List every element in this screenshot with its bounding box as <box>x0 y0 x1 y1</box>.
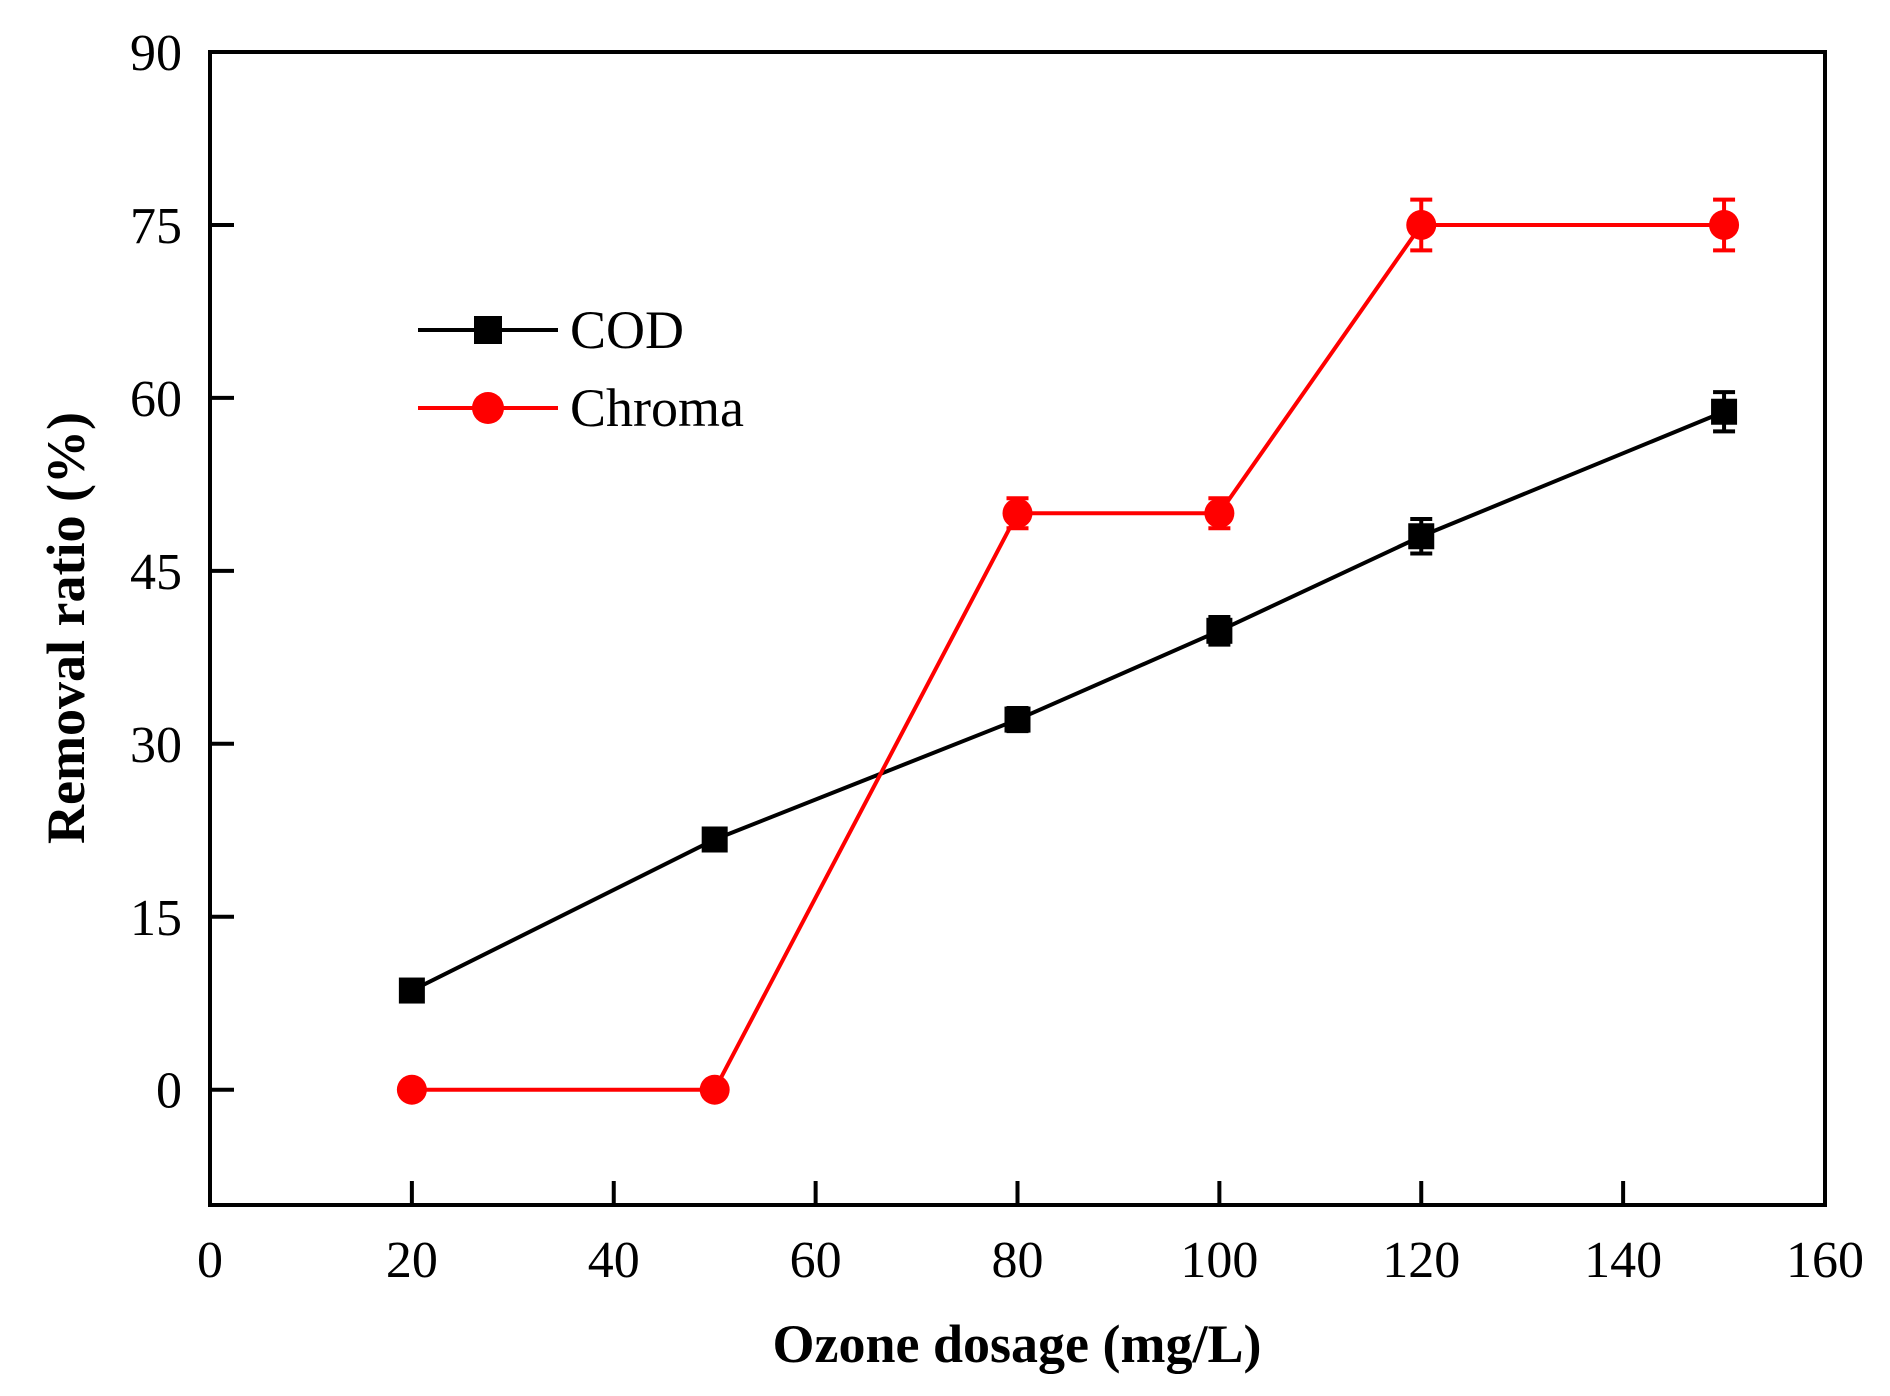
series-layer <box>396 197 1740 1105</box>
data-point-cod <box>1004 706 1031 733</box>
series-line-chroma <box>411 222 1725 1092</box>
data-point-chroma <box>396 1074 427 1105</box>
x-tick-label: 60 <box>790 1232 842 1289</box>
y-axis-ticks: 0 15 30 45 60 75 90 <box>130 25 234 1120</box>
data-point-chroma <box>1002 498 1033 529</box>
legend: COD Chroma <box>418 300 744 438</box>
x-tick-label: 80 <box>992 1232 1044 1289</box>
data-point-cod <box>398 977 425 1004</box>
data-point-chroma <box>1204 498 1235 529</box>
data-point-cod <box>1206 617 1233 644</box>
y-tick-label: 60 <box>130 371 182 428</box>
y-tick-label: 90 <box>130 25 182 82</box>
data-point-cod <box>701 826 728 853</box>
x-tick-label: 0 <box>197 1232 223 1289</box>
y-tick-label: 0 <box>156 1063 182 1120</box>
data-point-cod <box>1711 398 1738 425</box>
legend-marker-chroma <box>472 392 504 424</box>
legend-label-cod: COD <box>570 300 684 360</box>
y-tick-label: 30 <box>130 717 182 774</box>
legend-entry-cod: COD <box>418 300 684 360</box>
x-axis-title: Ozone dosage (mg/L) <box>773 1314 1262 1374</box>
series-cod <box>398 390 1738 1004</box>
x-tick-label: 40 <box>588 1232 640 1289</box>
y-tick-label: 15 <box>130 890 182 947</box>
data-point-cod <box>1408 523 1435 550</box>
x-tick-label: 100 <box>1180 1232 1258 1289</box>
x-tick-label: 20 <box>386 1232 438 1289</box>
series-chroma <box>396 197 1740 1105</box>
y-tick-label: 45 <box>130 544 182 601</box>
y-tick-label: 75 <box>130 198 182 255</box>
legend-marker-cod <box>474 316 502 344</box>
series-line-cod <box>410 409 1725 993</box>
legend-entry-chroma: Chroma <box>418 378 744 438</box>
x-tick-label: 160 <box>1786 1232 1864 1289</box>
x-tick-label: 120 <box>1382 1232 1460 1289</box>
data-point-chroma <box>1406 209 1437 240</box>
data-point-chroma <box>699 1074 730 1105</box>
legend-label-chroma: Chroma <box>570 378 744 438</box>
x-axis-ticks: 0 20 40 60 80 100 120 140 160 <box>197 1181 1864 1289</box>
x-tick-label: 140 <box>1584 1232 1662 1289</box>
y-axis-title: Removal ratio (%) <box>36 412 96 844</box>
data-point-chroma <box>1709 209 1740 240</box>
